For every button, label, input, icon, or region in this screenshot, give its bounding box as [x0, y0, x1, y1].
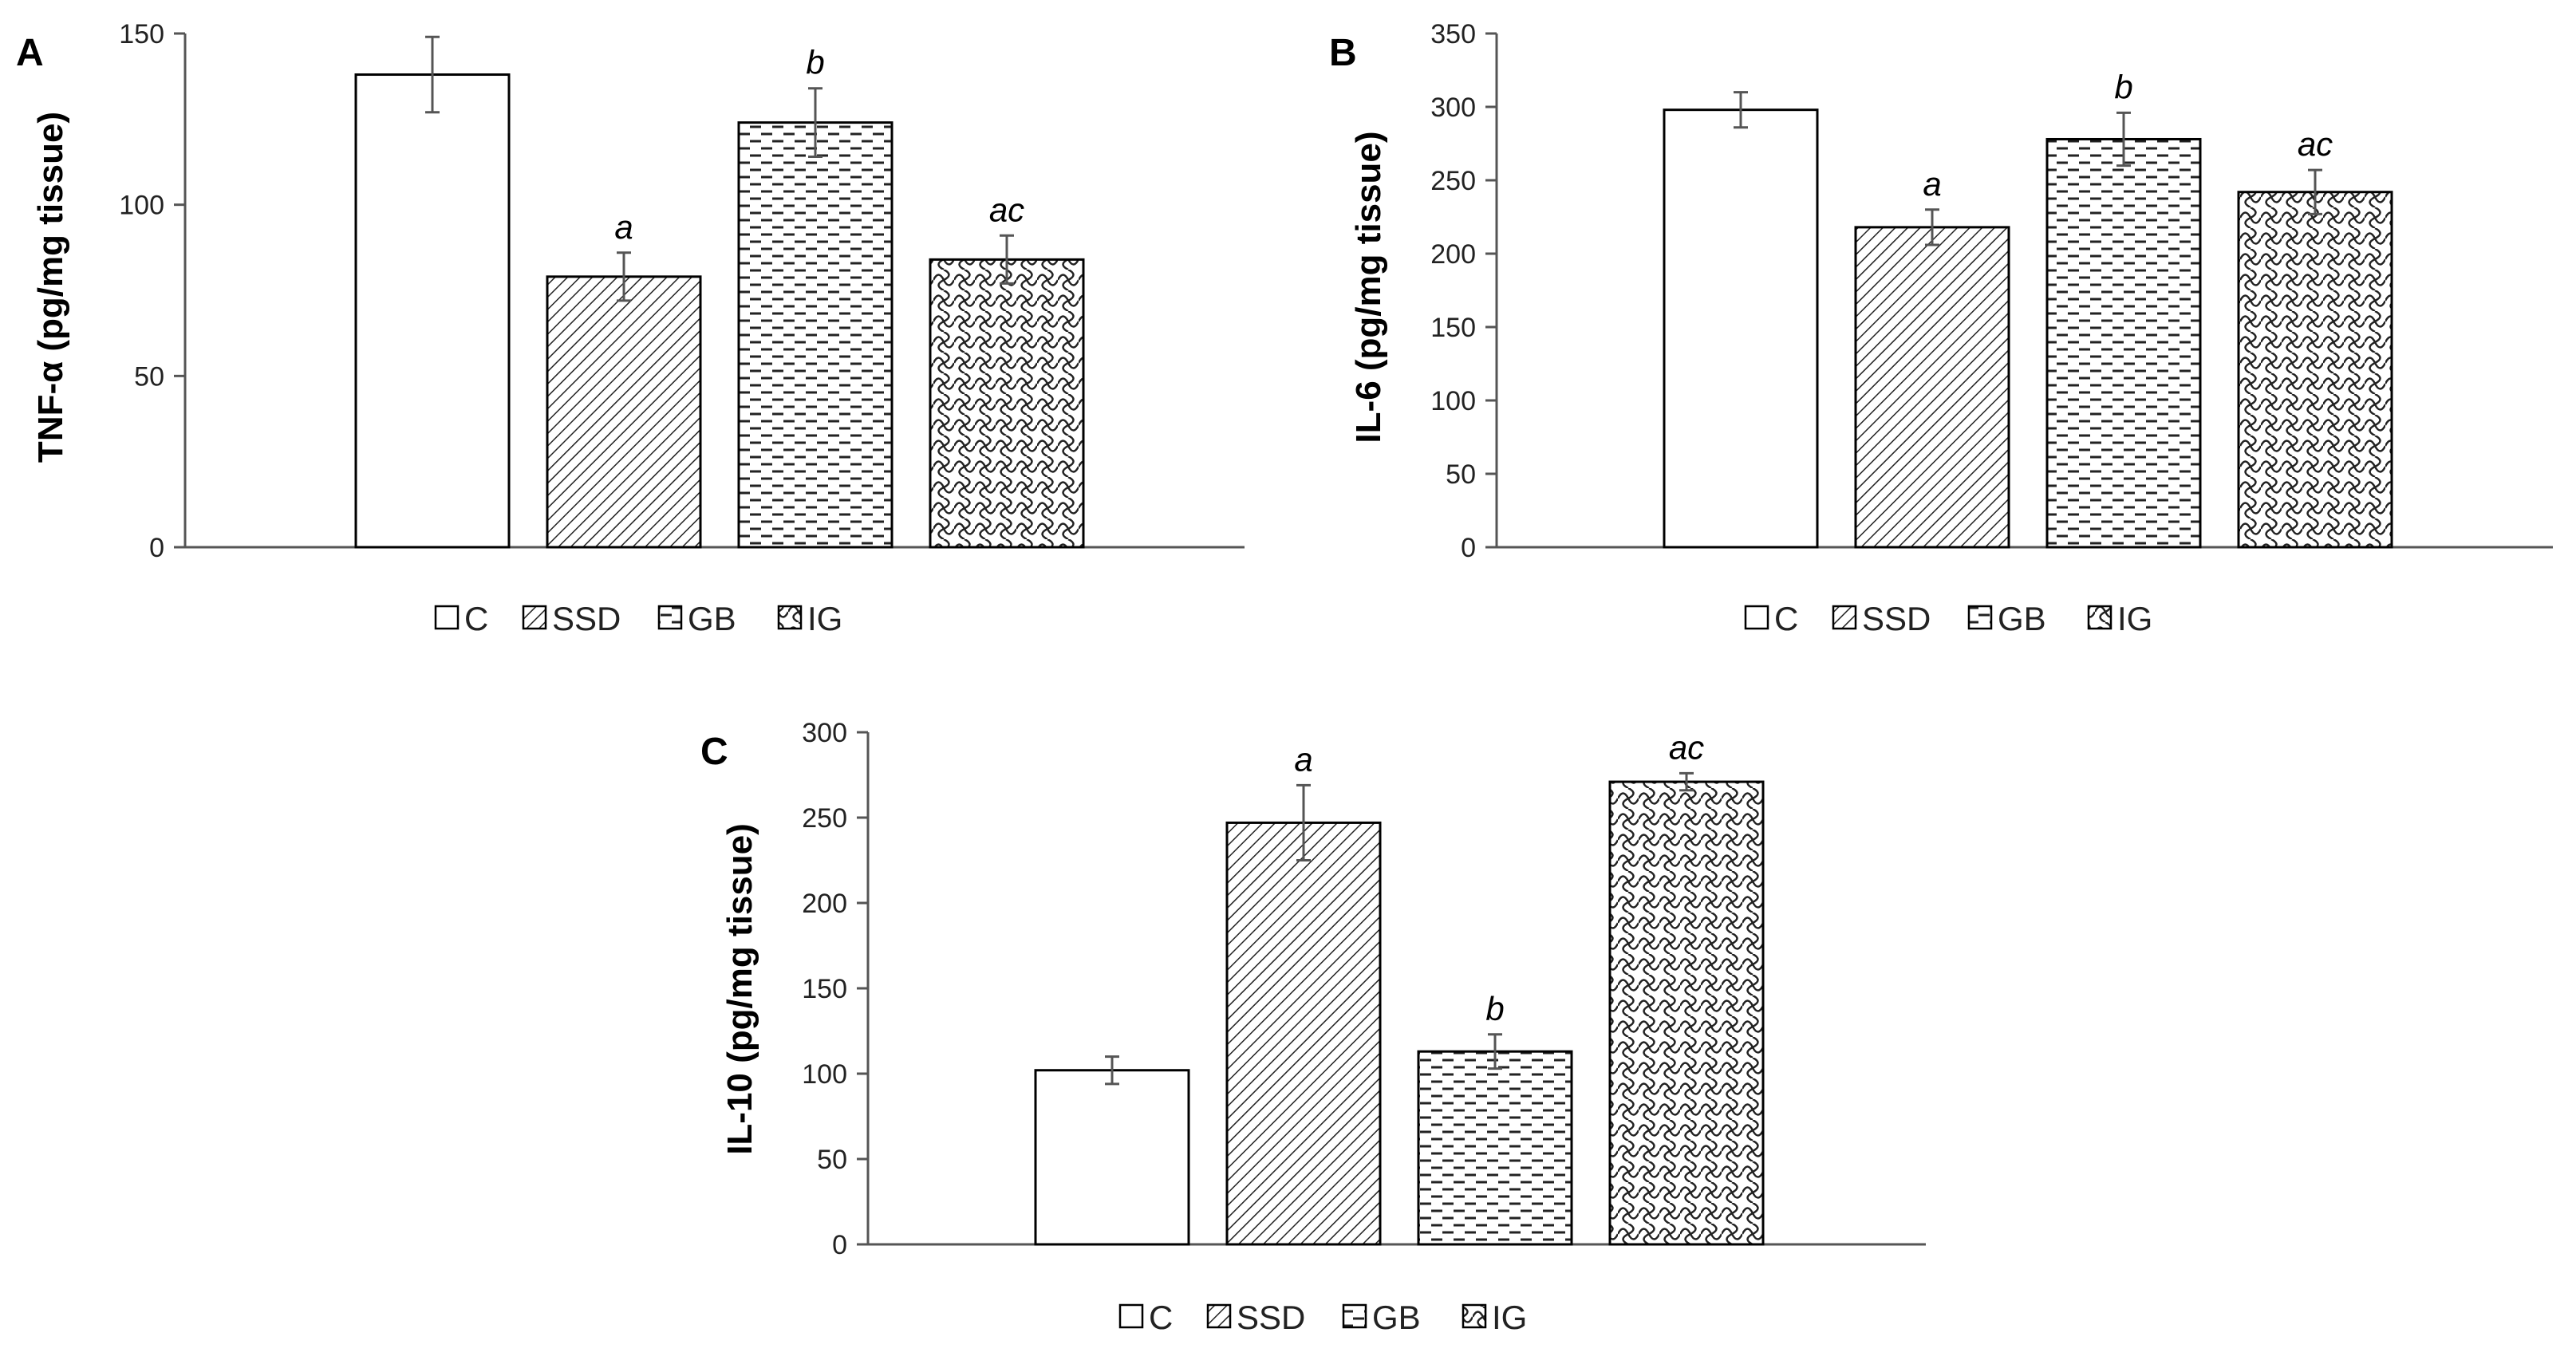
bar-gb: [737, 121, 894, 549]
y-tick-label: 250: [1430, 166, 1476, 196]
panel-letter: B: [1329, 32, 1357, 74]
significance-label: a: [1923, 165, 1941, 203]
legend-swatch-c: [434, 605, 460, 630]
legend-swatch-gb: [657, 605, 683, 630]
legend-swatch-c: [1118, 1303, 1144, 1329]
legend-swatch-ig: [777, 605, 803, 630]
significance-label: b: [806, 44, 824, 81]
bar-c: [1663, 108, 1819, 549]
legend-label-ig: IG: [2117, 600, 2152, 637]
legend-label-gb: GB: [1372, 1299, 1421, 1336]
bar-gb: [2045, 137, 2202, 549]
y-tick-label: 0: [1461, 533, 1476, 563]
bar-gb: [1417, 1050, 1573, 1246]
y-tick-label: 150: [1430, 313, 1476, 343]
y-axis-label: TNF-α (pg/mg tissue): [31, 112, 70, 463]
legend-label-c: C: [1774, 600, 1798, 637]
panel-letter: C: [700, 731, 728, 773]
y-tick-label: 150: [119, 19, 164, 49]
significance-label: b: [2114, 68, 2132, 105]
y-tick-label: 350: [1430, 19, 1476, 49]
legend-swatch-ssd: [1206, 1303, 1232, 1329]
y-tick-label: 0: [149, 533, 164, 563]
bar-ssd: [546, 275, 702, 549]
bar-ssd: [1225, 821, 1382, 1246]
legend-swatch-ig: [2087, 605, 2112, 630]
significance-label: a: [614, 208, 633, 246]
legend-label-ssd: SSD: [1237, 1299, 1305, 1336]
legend-swatch-ig: [1462, 1303, 1487, 1329]
y-axis-label: IL-6 (pg/mg tissue): [1349, 131, 1388, 443]
y-tick-label: 300: [1430, 93, 1476, 123]
legend-swatch-ssd: [522, 605, 547, 630]
y-tick-label: 150: [802, 974, 847, 1004]
legend-label-c: C: [1149, 1299, 1173, 1336]
y-tick-label: 300: [802, 718, 847, 748]
significance-label: b: [1485, 990, 1504, 1027]
y-tick-label: 0: [832, 1230, 847, 1260]
bar-c: [1034, 1069, 1190, 1246]
panel-letter: A: [16, 32, 44, 74]
legend-label-ssd: SSD: [1862, 600, 1931, 637]
y-tick-label: 100: [119, 191, 164, 221]
legend-swatch-ssd: [1832, 605, 1857, 630]
legend-swatch-gb: [1342, 1303, 1367, 1329]
legend-swatch-gb: [1967, 605, 1993, 630]
y-axis-label: IL-10 (pg/mg tissue): [720, 823, 759, 1155]
bar-c: [354, 73, 511, 549]
significance-label: ac: [1669, 728, 1704, 766]
y-tick-label: 100: [802, 1059, 847, 1090]
legend-swatch-c: [1744, 605, 1769, 630]
chart-panel-b: B IL-6 (pg/mg tissue) 0 50 100 150 200 250 300 35…: [1329, 19, 2553, 637]
y-tick-label: 250: [802, 803, 847, 834]
y-tick-label: 200: [802, 889, 847, 919]
y-tick-label: 50: [1446, 459, 1476, 490]
bar-ig: [2237, 191, 2393, 549]
legend-label-gb: GB: [688, 600, 736, 637]
significance-label: a: [1294, 740, 1312, 778]
bar-ig: [929, 258, 1085, 549]
legend-label-ssd: SSD: [552, 600, 621, 637]
legend-label-ig: IG: [1492, 1299, 1527, 1336]
chart-panel-c: C IL-10 (pg/mg tissue) 0 50 100 150 200 250 300 a…: [700, 718, 1926, 1336]
significance-label: ac: [2298, 125, 2333, 163]
y-tick-label: 50: [817, 1145, 847, 1175]
bar-ssd: [1854, 226, 2010, 549]
legend-label-gb: GB: [1998, 600, 2046, 637]
bar-ig: [1608, 780, 1765, 1246]
chart-panel-a: A TNF-α (pg/mg tissue) 0 50 100 150 a b ac C SSD GB…: [16, 19, 1245, 637]
y-tick-label: 200: [1430, 239, 1476, 270]
legend-label-ig: IG: [807, 600, 842, 637]
y-tick-label: 50: [134, 361, 164, 392]
legend-label-c: C: [464, 600, 488, 637]
significance-label: ac: [989, 191, 1024, 228]
y-tick-label: 100: [1430, 386, 1476, 416]
